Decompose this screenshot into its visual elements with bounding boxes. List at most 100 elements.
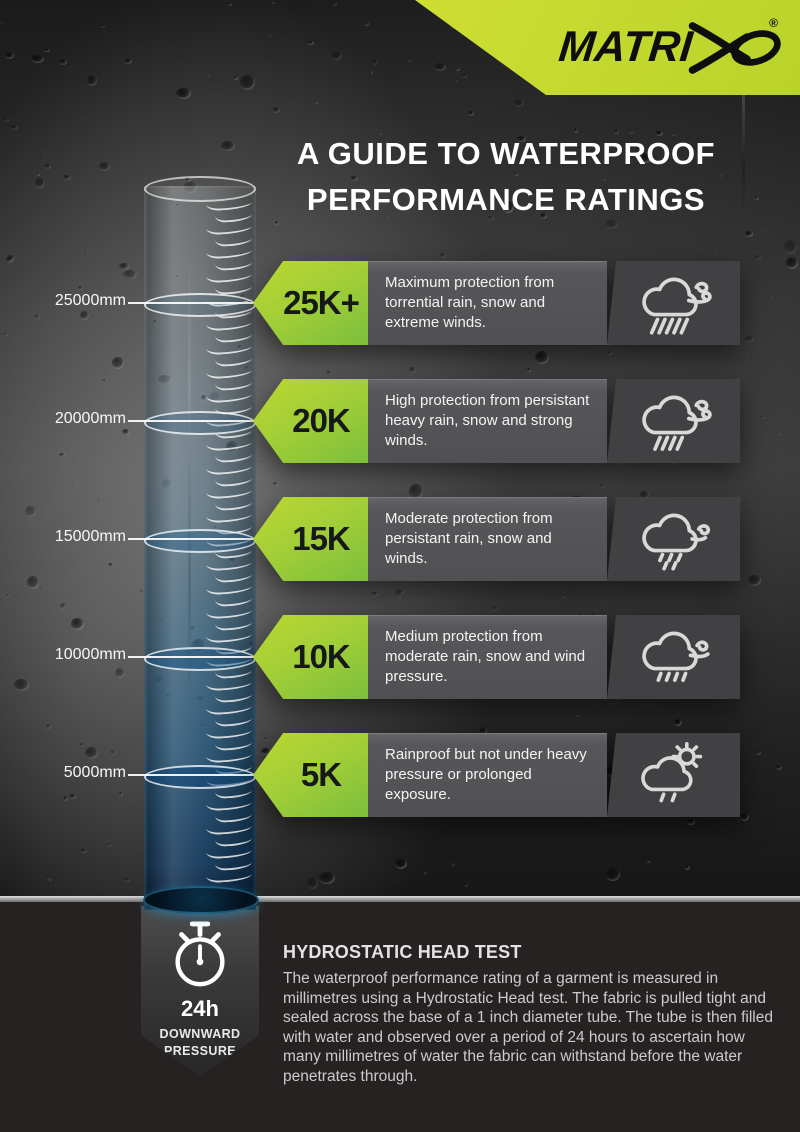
droplet [606,350,612,356]
droplet [122,428,130,436]
droplet [240,74,255,90]
droplet [99,161,111,171]
droplet [370,71,374,74]
droplet [114,667,125,678]
droplet [44,163,52,170]
droplet [478,726,488,736]
droplet [3,333,8,337]
droplet [613,128,619,135]
droplet [350,176,358,182]
section-divider [0,896,800,902]
rating-description: Rainproof but not under heavy pressure o… [385,746,587,803]
droplet [646,860,650,864]
footer-background [0,900,800,1132]
water-level-ring [144,765,256,789]
droplet [745,352,748,356]
droplet [408,484,424,500]
droplet [176,87,192,100]
droplet [332,3,337,7]
droplet [372,849,376,852]
scale-label: 25000mm [54,292,126,309]
droplet [97,500,101,503]
scale-label: 5000mm [63,764,126,781]
droplet [10,124,18,131]
rating-badge: 20K [253,379,369,463]
droplet [167,138,171,140]
droplet [745,340,749,343]
rating-row-10k: 10K Medium protection from moderate rain… [253,615,740,699]
droplet [273,106,280,113]
droplet [760,229,764,232]
cloud-rain-wind-icon [632,506,716,572]
droplet [13,678,30,691]
rating-icon-panel [607,497,740,581]
droplet [315,101,319,105]
water-level-ring [144,411,256,435]
droplet [63,795,69,802]
droplet [573,128,579,133]
droplet [267,34,271,38]
water-level-ring [144,647,256,671]
droplet [327,730,331,733]
leader-line [128,302,255,304]
droplet [85,747,99,759]
droplet [671,133,675,137]
droplet [84,248,88,252]
cloud-rain-strong-wind-icon [632,388,716,454]
droplet [59,602,66,610]
droplet [101,378,107,383]
droplet [0,22,4,25]
droplet [456,68,461,72]
droplet [770,296,774,298]
page-title-line2: PERFORMANCE RATINGS [306,182,706,217]
water-streak [742,40,745,220]
cloud-drizzle-wind-icon [632,624,716,690]
scale-label: 15000mm [54,528,126,545]
water-level-ring [144,293,256,317]
droplet [745,777,749,780]
droplet [605,868,620,882]
droplet [62,174,71,180]
droplet [540,212,548,220]
droplet [112,357,124,370]
rating-icon-panel [607,379,740,463]
cylinder-rim [144,176,256,202]
rating-icon-panel [607,261,740,345]
droplet [492,606,497,611]
droplet [394,588,404,597]
droplet [513,99,525,107]
droplet [221,140,236,152]
droplet [34,314,40,319]
droplet [5,51,14,59]
droplet [790,278,793,282]
droplet [464,883,468,887]
scale-label: 20000mm [54,410,126,427]
droplet [139,589,144,594]
droplet [714,253,718,255]
rating-description: Maximum protection from torrential rain,… [385,274,555,331]
droplet [379,133,382,136]
droplet [527,367,532,372]
droplet [107,563,114,568]
droplet [372,59,378,66]
rating-description-panel: Medium protection from moderate rain, sn… [368,615,607,699]
droplet [455,79,458,82]
droplet [108,415,113,419]
rating-description-panel: Rainproof but not under heavy pressure o… [368,733,607,817]
droplet [687,818,695,826]
rating-badge: 10K [253,615,369,699]
droplet [272,481,279,487]
droplet [754,750,761,755]
droplet [372,591,378,596]
droplet [439,252,446,258]
droplet [719,173,723,177]
droplet [271,1,275,5]
droplet [583,205,588,209]
rating-badge: 5K [253,733,369,817]
droplet [2,118,10,123]
test-pennant: 24h DOWNWARD PRESSURE [141,906,259,1076]
droplet [423,871,427,875]
droplet [655,130,663,136]
rating-badge: 25K+ [253,261,369,345]
